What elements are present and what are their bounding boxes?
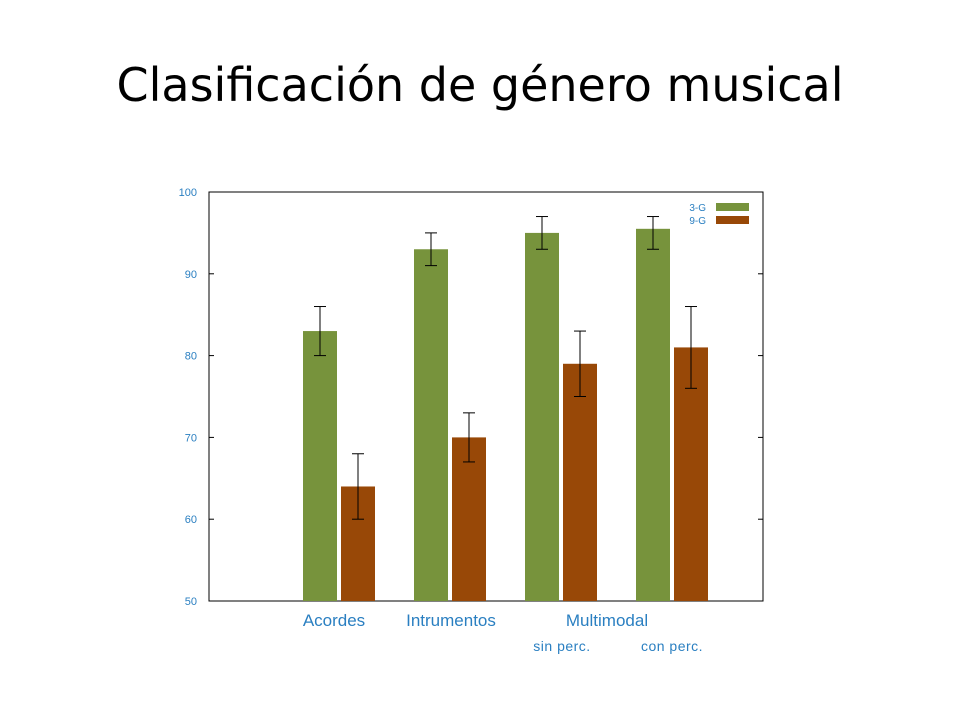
legend-label-3-G: 3-G [689,203,706,214]
y-tick-label: 90 [185,269,197,281]
bar-3-G-2 [525,232,559,601]
legend-swatch-3-G [716,203,749,211]
bar-9-G-2 [563,363,597,601]
bar-3-G-1 [414,249,448,601]
y-tick-label: 70 [185,432,197,444]
bar-3-G-3 [636,228,670,601]
category-label-intrumentos: Intrumentos [406,611,496,630]
y-tick-label: 50 [185,596,197,608]
bar-3-G-0 [303,331,337,601]
legend-label-9-G: 9-G [689,216,706,227]
category-label-multimodal: Multimodal [565,611,649,630]
y-tick-label: 80 [185,351,197,363]
category-label-acordes: Acordes [302,611,366,630]
slide-title: Clasificación de género musical [116,58,844,112]
y-tick-label: 60 [185,514,197,526]
bar-9-G-3 [674,347,708,601]
y-tick-label: 100 [179,187,197,199]
legend-swatch-9-G [716,216,749,224]
category-sublabel-1: con perc. [640,638,704,654]
bar-9-G-1 [452,437,486,601]
category-sublabel-0: sin perc. [533,638,591,654]
